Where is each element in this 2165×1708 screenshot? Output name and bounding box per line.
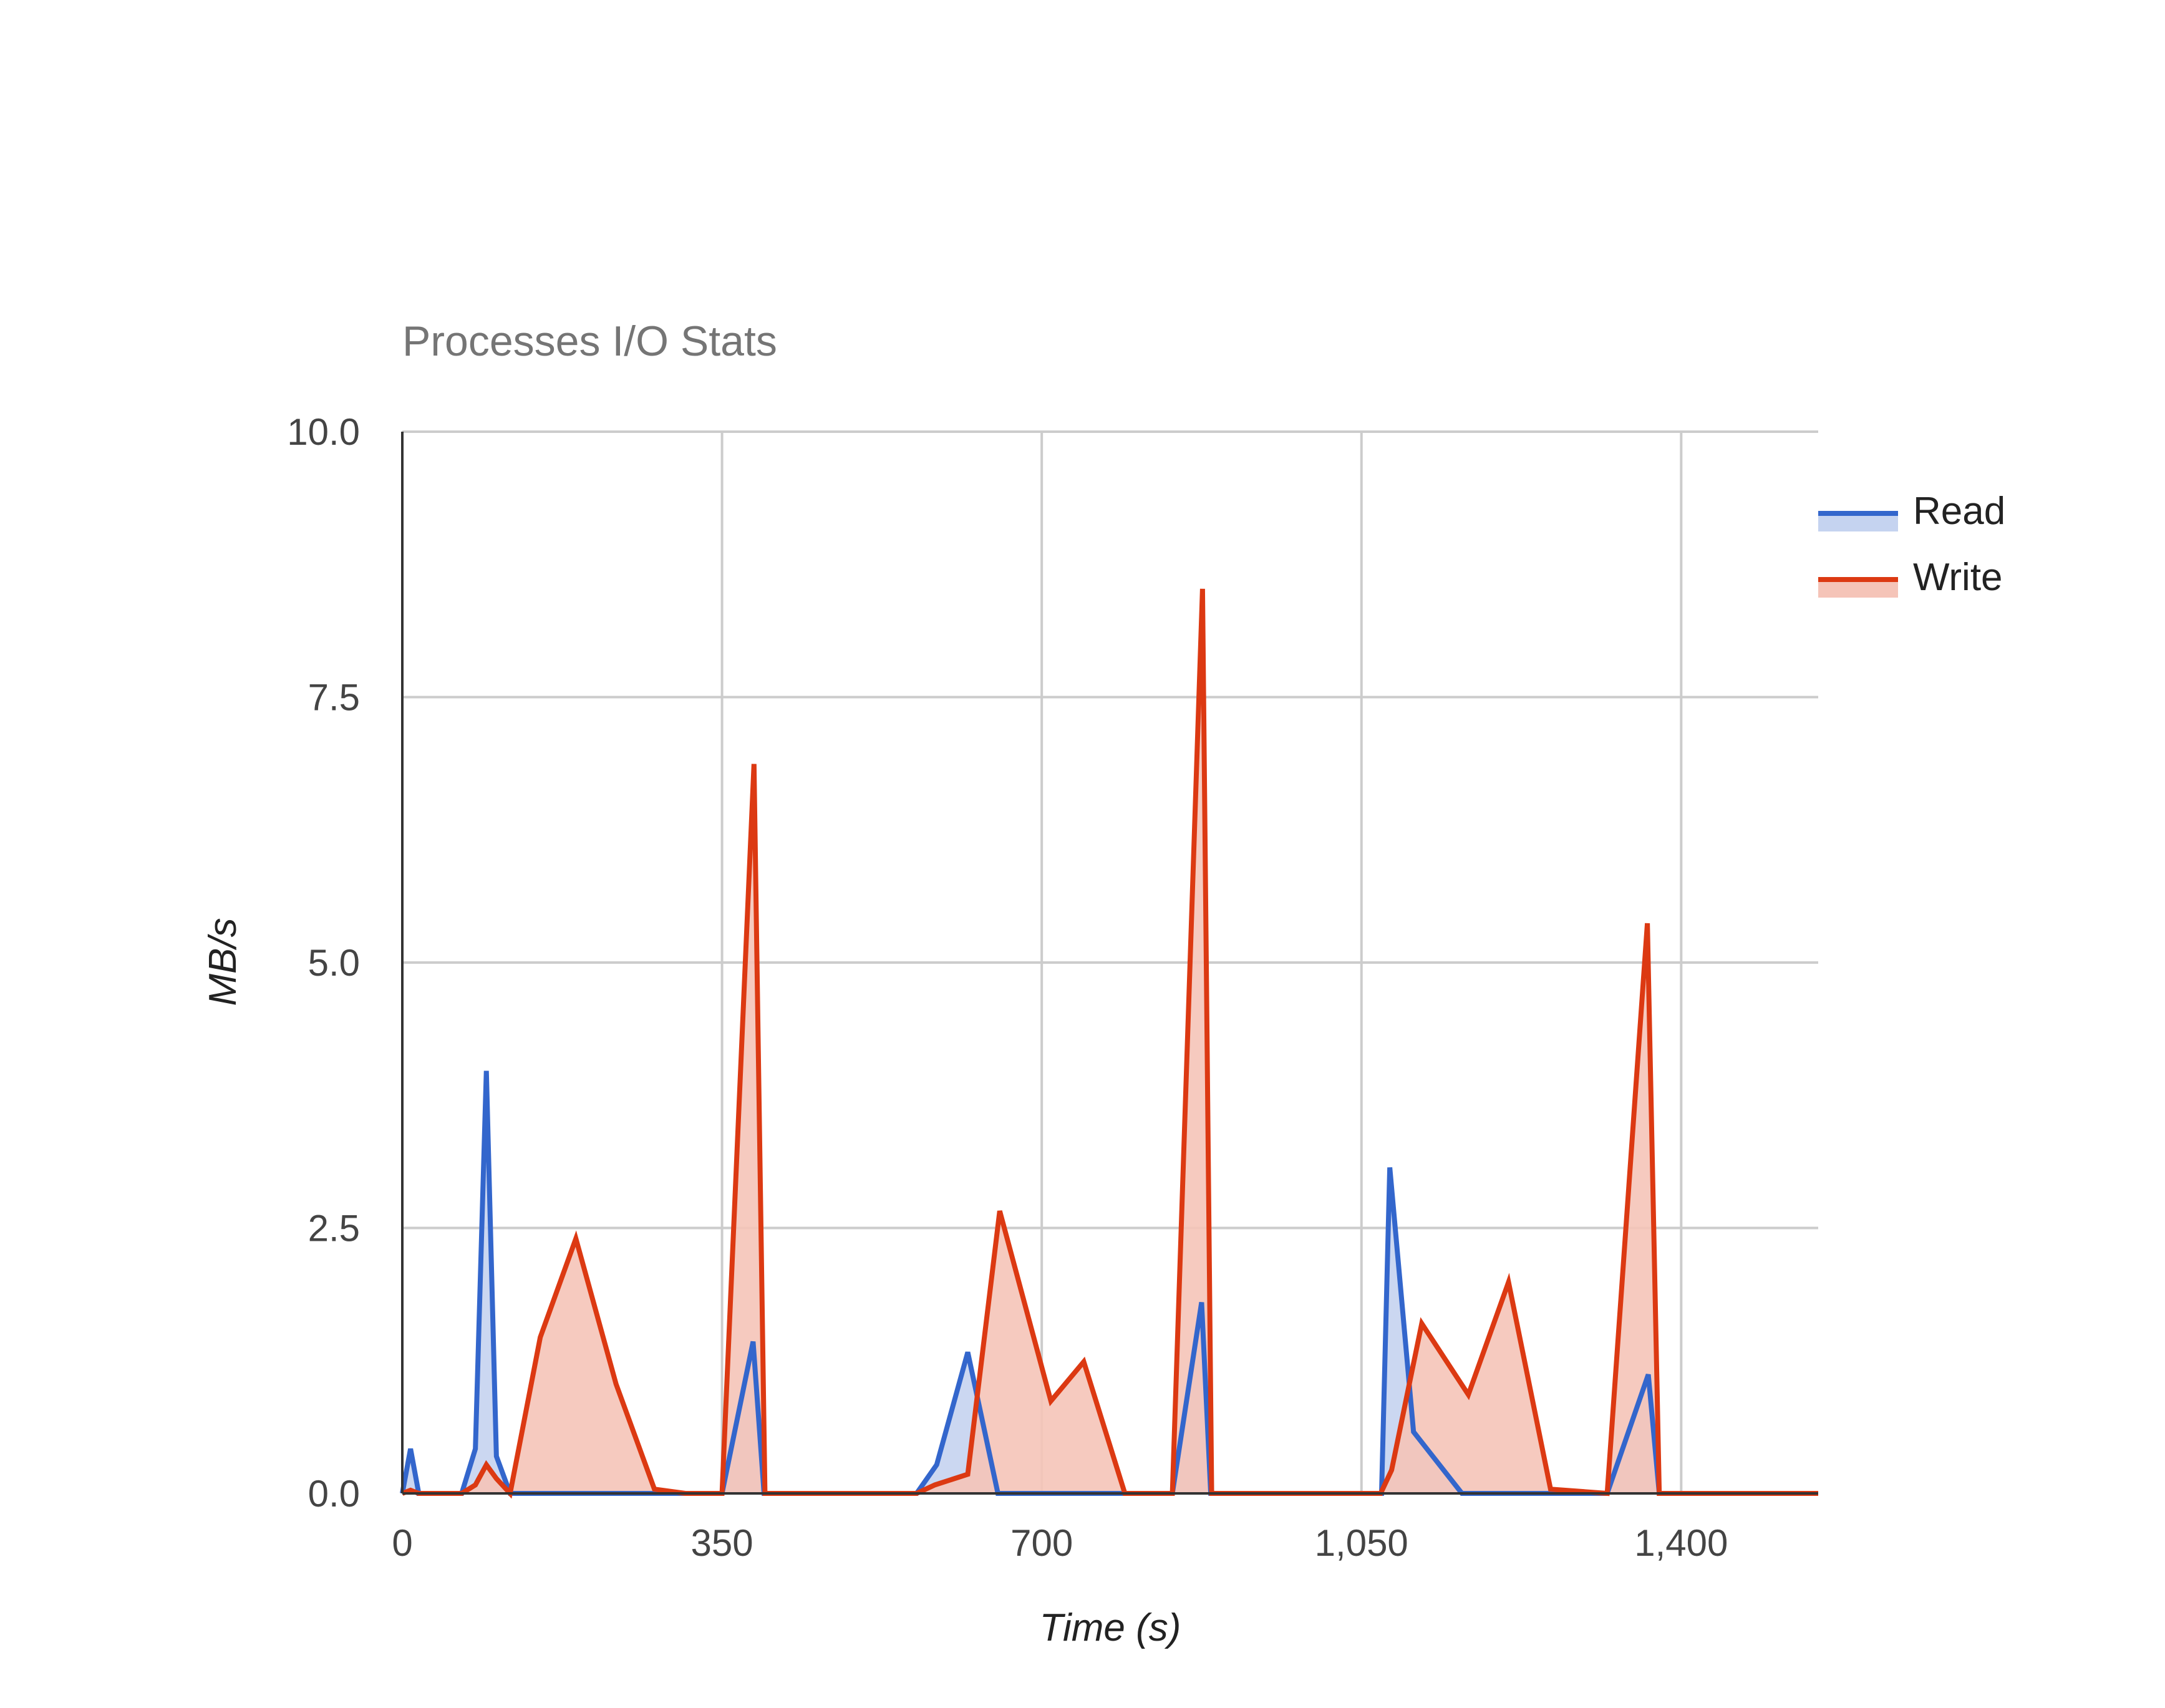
x-tick-label: 0 <box>392 1522 412 1564</box>
series-area-write <box>402 588 1818 1493</box>
axes <box>401 432 1818 1495</box>
x-tick-label: 1,050 <box>1315 1522 1408 1564</box>
chart-title: Processes I/O Stats <box>402 318 777 365</box>
y-tick-label: 2.5 <box>308 1208 360 1249</box>
series-line-write <box>401 588 1818 1499</box>
y-tick-label: 0.0 <box>308 1473 360 1515</box>
series-line-read <box>400 1070 1818 1496</box>
legend-item-read: Read <box>1818 490 2005 533</box>
y-tick-label: 7.5 <box>308 677 360 719</box>
y-axis-title: MB/s <box>201 918 245 1006</box>
legend: Read Write <box>1818 490 2005 599</box>
legend-label: Read <box>1913 490 2005 533</box>
y-tick-label: 5.0 <box>308 942 360 984</box>
x-tick-label: 1,400 <box>1634 1522 1728 1564</box>
x-tick-label: 700 <box>1010 1522 1073 1564</box>
x-axis-title: Time (s) <box>1040 1606 1181 1649</box>
legend-label: Write <box>1913 556 2003 599</box>
y-tick-label: 10.0 <box>287 411 360 453</box>
series-layer <box>400 588 1818 1499</box>
grid <box>402 430 1818 1493</box>
tick-labels: 0 350 700 1,050 1,400 0.0 2.5 5.0 7.5 10.0 <box>287 411 1728 1564</box>
x-tick-label: 350 <box>691 1522 753 1564</box>
legend-item-write: Write <box>1818 556 2003 599</box>
